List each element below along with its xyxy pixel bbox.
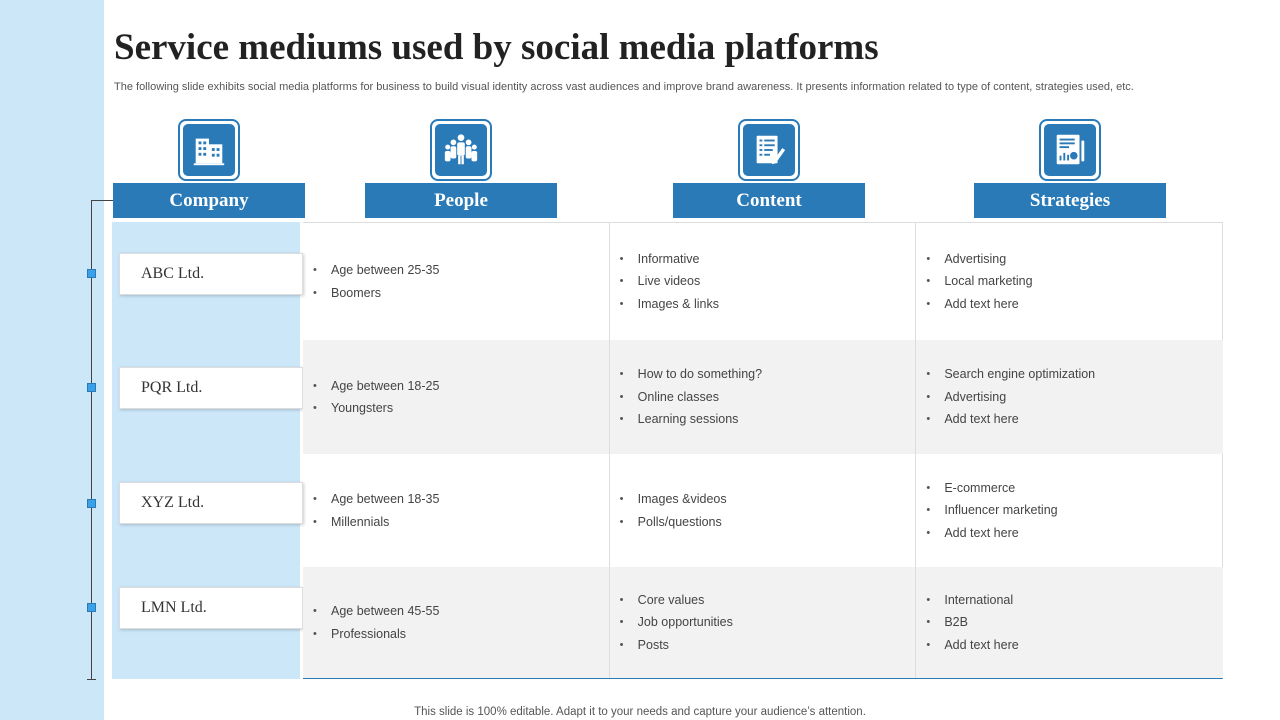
data-table: Age between 25-35 Boomers Informative Li… (303, 222, 1223, 679)
list-item: Advertising (926, 248, 1032, 271)
list-item: Advertising (926, 386, 1095, 409)
company-card-xyz: XYZ Ltd. (119, 482, 303, 524)
timeline-marker (87, 269, 96, 278)
list-item: Learning sessions (620, 408, 762, 431)
list-item: Age between 18-25 (313, 375, 439, 398)
list-item: Job opportunities (620, 611, 733, 634)
list-item: Add text here (926, 522, 1057, 545)
page-title: Service mediums used by social media pla… (114, 27, 879, 68)
list-item: Posts (620, 634, 733, 657)
timeline-marker (87, 499, 96, 508)
list-item: B2B (926, 611, 1018, 634)
list-item: Boomers (313, 282, 439, 305)
strategies-cell: Advertising Local marketing Add text her… (916, 223, 1223, 340)
timeline-marker (87, 603, 96, 612)
company-card-pqr: PQR Ltd. (119, 367, 303, 409)
page-subtitle: The following slide exhibits social medi… (114, 81, 1134, 93)
table-row: Age between 18-25 Youngsters How to do s… (303, 340, 1223, 454)
list-item: How to do something? (620, 363, 762, 386)
timeline-connector (91, 200, 113, 201)
strategies-cell: Search engine optimization Advertising A… (916, 340, 1223, 454)
building-icon (178, 119, 240, 181)
list-item: Youngsters (313, 397, 439, 420)
list-item: Online classes (620, 386, 762, 409)
timeline-marker (87, 383, 96, 392)
list-item: Live videos (620, 270, 719, 293)
list-item: Images &videos (620, 488, 727, 511)
list-item: Informative (620, 248, 719, 271)
header-company: Company (113, 183, 305, 218)
strategies-cell: E-commerce Influencer marketing Add text… (916, 454, 1223, 567)
content-cell: Images &videos Polls/questions (610, 454, 917, 567)
list-item: Millennials (313, 511, 439, 534)
document-pen-icon (738, 119, 800, 181)
report-chart-icon (1039, 119, 1101, 181)
people-cell: Age between 18-25 Youngsters (303, 340, 610, 454)
list-item: Age between 45-55 (313, 600, 439, 623)
list-item: Search engine optimization (926, 363, 1095, 386)
table-row: Age between 25-35 Boomers Informative Li… (303, 223, 1223, 340)
list-item: Add text here (926, 634, 1018, 657)
table-row: Age between 45-55 Professionals Core val… (303, 567, 1223, 678)
list-item: Age between 18-35 (313, 488, 439, 511)
company-card-lmn: LMN Ltd. (119, 587, 303, 629)
people-cell: Age between 18-35 Millennials (303, 454, 610, 567)
footer-note: This slide is 100% editable. Adapt it to… (414, 706, 866, 718)
list-item: Age between 25-35 (313, 259, 439, 282)
list-item: E-commerce (926, 477, 1057, 500)
list-item: International (926, 589, 1018, 612)
strategies-cell: International B2B Add text here (916, 567, 1223, 678)
list-item: Professionals (313, 623, 439, 646)
people-cell: Age between 25-35 Boomers (303, 223, 610, 340)
people-group-icon (430, 119, 492, 181)
list-item: Images & links (620, 293, 719, 316)
header-strategies: Strategies (974, 183, 1166, 218)
list-item: Add text here (926, 408, 1095, 431)
list-item: Local marketing (926, 270, 1032, 293)
header-content: Content (673, 183, 865, 218)
timeline-line (91, 200, 92, 679)
company-card-abc: ABC Ltd. (119, 253, 303, 295)
left-decorative-band (0, 0, 104, 720)
header-people: People (365, 183, 557, 218)
people-cell: Age between 45-55 Professionals (303, 567, 610, 678)
content-cell: Informative Live videos Images & links (610, 223, 917, 340)
list-item: Polls/questions (620, 511, 727, 534)
timeline-end-tick (87, 679, 96, 680)
table-row: Age between 18-35 Millennials Images &vi… (303, 454, 1223, 567)
content-cell: How to do something? Online classes Lear… (610, 340, 917, 454)
list-item: Influencer marketing (926, 499, 1057, 522)
list-item: Add text here (926, 293, 1032, 316)
list-item: Core values (620, 589, 733, 612)
content-cell: Core values Job opportunities Posts (610, 567, 917, 678)
